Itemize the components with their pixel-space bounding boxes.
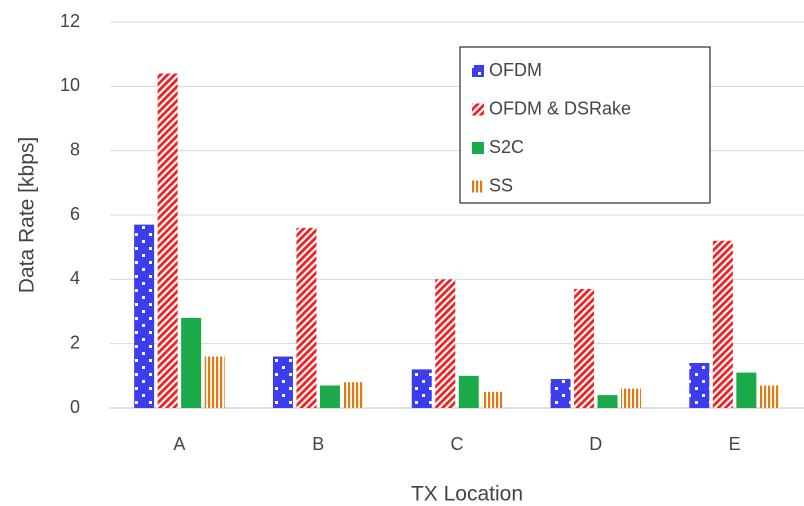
- legend-swatch: [472, 142, 484, 154]
- legend-swatch: [472, 180, 484, 193]
- y-tick-label: 2: [70, 332, 80, 352]
- legend-label: OFDM & DSRake: [489, 98, 631, 118]
- legend-swatch: [472, 65, 484, 77]
- bar: [736, 372, 757, 408]
- y-tick-label: 8: [70, 139, 80, 159]
- legend-label: S2C: [489, 137, 524, 157]
- x-tick-label: A: [173, 434, 185, 454]
- y-tick-label: 10: [60, 75, 80, 95]
- bar: [181, 317, 202, 408]
- y-tick-label: 12: [60, 11, 80, 31]
- legend-swatch: [472, 103, 484, 116]
- bar: [343, 382, 364, 408]
- bar: [550, 379, 571, 408]
- bar: [482, 391, 503, 408]
- y-axis-label: Data Rate [kbps]: [16, 137, 39, 293]
- y-tick-label: 0: [70, 397, 80, 417]
- bar: [574, 288, 595, 408]
- y-tick-label: 4: [70, 268, 80, 288]
- bar: [272, 356, 293, 408]
- bar: [296, 227, 317, 408]
- legend-label: SS: [489, 175, 513, 195]
- y-tick-label: 6: [70, 204, 80, 224]
- bar: [411, 369, 432, 408]
- bar: [597, 395, 618, 408]
- x-axis-label: TX Location: [411, 483, 523, 506]
- x-tick-label: B: [312, 434, 324, 454]
- legend-label: OFDM: [489, 60, 542, 80]
- x-tick-label: D: [589, 434, 602, 454]
- legend-box: [459, 46, 711, 204]
- bar: [134, 224, 155, 408]
- bar: [157, 73, 178, 408]
- bar: [319, 385, 340, 408]
- bar: [621, 388, 642, 408]
- bar: [712, 240, 733, 408]
- bar: [458, 375, 479, 408]
- bar: [435, 279, 456, 408]
- bar: [759, 385, 780, 408]
- x-tick-label: E: [729, 434, 741, 454]
- bar: [204, 356, 225, 408]
- x-tick-label: C: [451, 434, 464, 454]
- bar: [689, 362, 710, 408]
